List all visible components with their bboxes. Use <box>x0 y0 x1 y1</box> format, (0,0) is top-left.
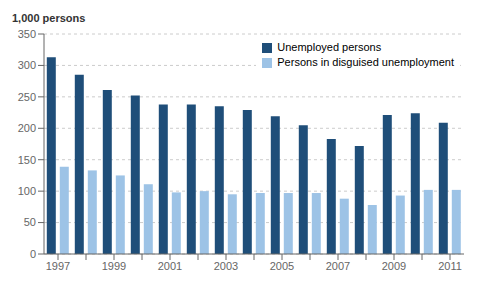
html-text:1,000 persons: 1,000 persons <box>12 12 86 24</box>
svg-text:150: 150 <box>18 154 36 166</box>
svg-text:0: 0 <box>30 248 36 260</box>
svg-text:2009: 2009 <box>382 260 406 272</box>
svg-text:2001: 2001 <box>158 260 182 272</box>
svg-text:200: 200 <box>18 122 36 134</box>
html-text:Persons in disguised unemploym: Persons in disguised unemployment <box>277 56 454 68</box>
svg-text:300: 300 <box>18 59 36 71</box>
svg-text:1999: 1999 <box>102 260 126 272</box>
svg-text:2007: 2007 <box>326 260 350 272</box>
svg-text:2005: 2005 <box>270 260 294 272</box>
svg-text:2003: 2003 <box>214 260 238 272</box>
svg-text:1997: 1997 <box>46 260 70 272</box>
svg-text:350: 350 <box>18 28 36 40</box>
svg-text:50: 50 <box>24 216 36 228</box>
html-text:Unemployed persons: Unemployed persons <box>277 41 382 53</box>
svg-text:100: 100 <box>18 185 36 197</box>
svg-text:2011: 2011 <box>438 260 462 272</box>
svg-text:250: 250 <box>18 91 36 103</box>
